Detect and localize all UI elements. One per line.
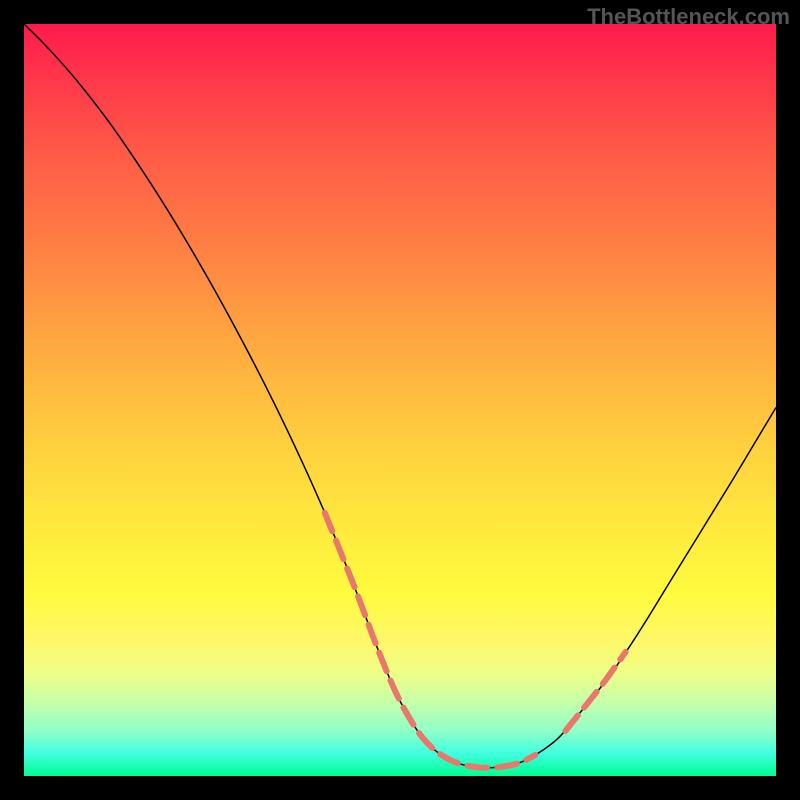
- highlight-left: [325, 513, 536, 768]
- watermark-text: TheBottleneck.com: [587, 4, 790, 30]
- plot-area: [24, 24, 776, 776]
- curve-svg: [24, 24, 776, 776]
- highlight-right: [565, 652, 625, 731]
- chart-container: TheBottleneck.com: [0, 0, 800, 800]
- bottleneck-curve: [24, 24, 776, 768]
